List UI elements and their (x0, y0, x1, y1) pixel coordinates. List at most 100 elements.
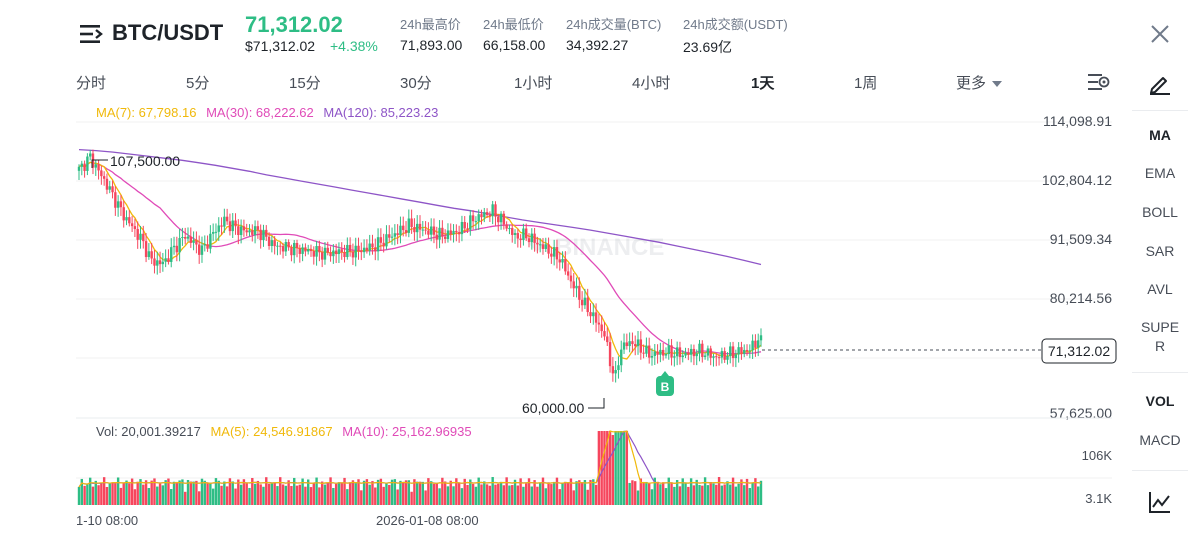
line-chart-icon[interactable] (1148, 490, 1172, 514)
candle-body (100, 170, 103, 177)
candle-body (279, 245, 282, 247)
trading-pair[interactable]: BTC/USDT (112, 20, 224, 45)
candle-body (130, 223, 134, 227)
volume-bar (661, 482, 665, 505)
candle-body (153, 258, 156, 266)
candle-body (513, 233, 517, 235)
indicator-macd[interactable]: MACD (1139, 432, 1181, 448)
vol-ma10-legend: MA(10): 25,162.96935 (342, 424, 472, 439)
volume-bar (586, 489, 589, 505)
volume-bar (505, 477, 508, 505)
candle-body (259, 229, 262, 241)
volume-bar (703, 477, 707, 505)
candle-body (544, 244, 547, 249)
candle-body (318, 246, 321, 253)
volume-bar (664, 488, 668, 505)
volume-bar (737, 483, 740, 505)
candle-body (337, 249, 341, 255)
volume-bar (273, 482, 276, 505)
tab-1w[interactable]: 1周 (854, 75, 878, 92)
volume-bar (86, 484, 89, 505)
candle-body (351, 251, 355, 258)
volume-bar (385, 482, 388, 505)
binance-watermark: BINANCE (529, 234, 664, 261)
indicator-ema[interactable]: EMA (1144, 165, 1176, 181)
divider (1132, 470, 1188, 471)
candle-body (516, 233, 520, 239)
candle-body (491, 204, 494, 217)
tab-5m[interactable]: 5分 (186, 75, 210, 92)
volume-bar (650, 489, 654, 505)
candle-body (142, 233, 145, 242)
volume-bar (552, 481, 556, 505)
volume-bar (150, 480, 153, 505)
volume-bar (564, 481, 567, 505)
volume-bar (743, 485, 746, 505)
volume-bar (488, 485, 492, 505)
stat-24h-volume-btc: 24h成交量(BTC) 34,392.27 (566, 14, 661, 53)
volume-bar (533, 480, 536, 505)
candle-body (323, 247, 327, 260)
tab-1d[interactable]: 1天 (751, 75, 775, 92)
candle-body (457, 232, 461, 235)
volume-bar (94, 480, 97, 505)
candle-body (667, 345, 670, 355)
volume-bar (374, 487, 377, 505)
tab-30m[interactable]: 30分 (400, 75, 432, 92)
candle-body (312, 251, 315, 257)
candle-body (125, 217, 128, 221)
candlestick-chart[interactable]: BINANCE 114,098.91 102,804.12 91,509.34 … (0, 98, 1130, 538)
candle-body (362, 247, 366, 253)
volume-bar (209, 482, 212, 505)
candle-body (189, 236, 193, 243)
volume-bar (220, 485, 223, 505)
candle-body (281, 246, 285, 252)
menu-icon[interactable] (80, 24, 104, 44)
candle-body (511, 228, 514, 235)
volume-bar (639, 478, 643, 505)
buy-marker-pointer (661, 371, 669, 376)
candle-body (368, 243, 371, 251)
candle-body (715, 356, 718, 358)
tab-1h[interactable]: 1小时 (514, 75, 553, 92)
pencil-icon[interactable] (1148, 72, 1172, 96)
chart-settings-icon[interactable] (1088, 72, 1110, 92)
candle-body (326, 247, 329, 253)
candle-body (340, 249, 343, 253)
indicator-sar[interactable]: SAR (1145, 243, 1175, 259)
indicator-ma[interactable]: MA (1149, 127, 1171, 143)
candle-body (429, 226, 433, 235)
volume-bar (186, 479, 190, 505)
volume-bar (538, 482, 542, 505)
candle-body (485, 212, 489, 215)
volume-bar (522, 486, 525, 505)
volume-bar (578, 480, 581, 505)
candle-body (390, 236, 394, 238)
volume-bar (396, 489, 399, 505)
tab-15m[interactable]: 15分 (289, 75, 321, 92)
volume-bar (181, 479, 184, 505)
volume-bar (393, 479, 397, 505)
indicator-super[interactable]: SUPE R (1132, 318, 1188, 356)
vol-ma5-legend: MA(5): 24,546.91867 (210, 424, 333, 439)
tab-timeline[interactable]: 分时 (76, 75, 107, 92)
volume-bar (153, 478, 156, 505)
candle-body (687, 352, 690, 355)
volume-bar (362, 480, 366, 505)
volume-bar (195, 480, 198, 505)
candle-body (237, 226, 240, 236)
indicator-vol[interactable]: VOL (1145, 393, 1175, 409)
indicator-boll[interactable]: BOLL (1142, 204, 1178, 220)
volume-bar (427, 478, 430, 505)
tab-4h[interactable]: 4小时 (632, 75, 671, 92)
candle-body (164, 258, 167, 262)
candle-body (186, 236, 190, 239)
tab-more[interactable]: 更多 (956, 72, 1003, 93)
volume-bar (502, 485, 506, 505)
volume-bar (379, 478, 383, 505)
candle-body (116, 201, 120, 208)
indicator-avl[interactable]: AVL (1147, 281, 1173, 297)
close-icon[interactable] (1148, 22, 1172, 46)
volume-bar (348, 482, 352, 505)
ma120-legend: MA(120): 85,223.23 (323, 105, 439, 120)
